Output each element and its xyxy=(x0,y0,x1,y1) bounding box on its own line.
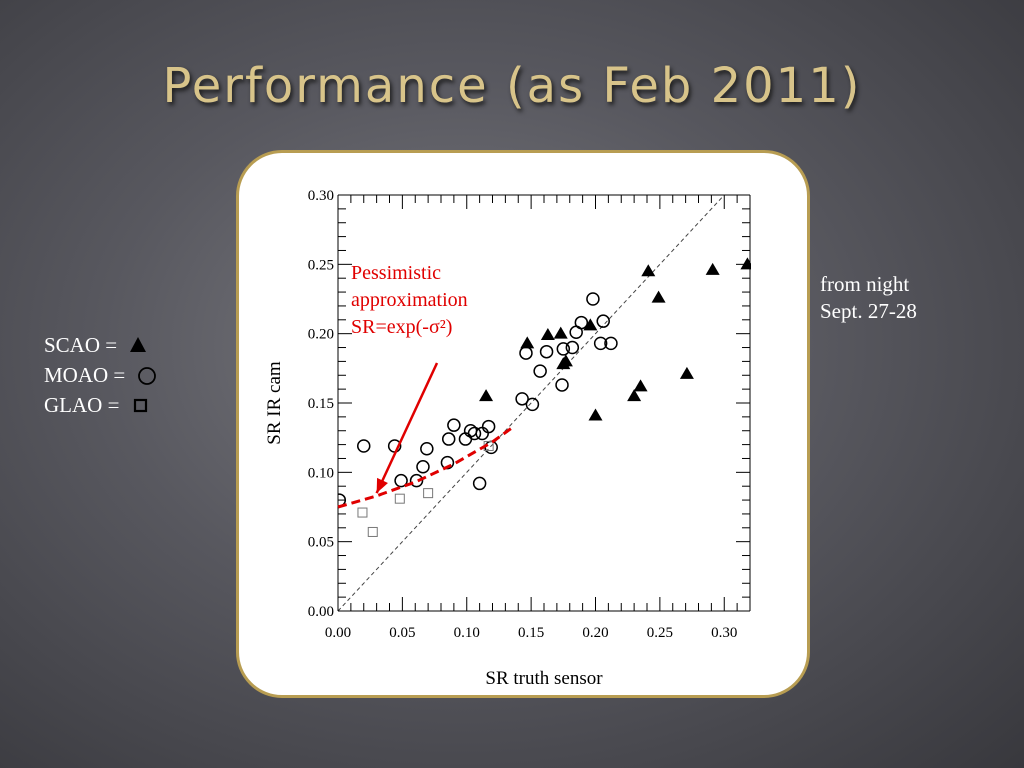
x-tick-label: 0.20 xyxy=(582,625,608,641)
legend-scao-label: SCAO = xyxy=(44,333,123,357)
legend-scao: SCAO = xyxy=(44,330,157,360)
annotation-arrow-shaft xyxy=(375,362,439,494)
points-layer xyxy=(338,257,751,537)
chart-panel: 0.00 0.05 0.10 0.15 0.20 0.25 0.30 0.00 0.05 0.10… xyxy=(236,150,810,698)
y-tick-label: 0.15 xyxy=(308,396,334,412)
observation-note-line2: Sept. 27-28 xyxy=(820,299,917,323)
scao-point xyxy=(583,318,598,331)
moao-point xyxy=(357,439,371,453)
glao-point xyxy=(423,488,434,499)
moao-point xyxy=(593,336,608,351)
moao-point xyxy=(467,426,482,441)
moao-point xyxy=(519,346,533,360)
scatter-chart: 0.00 0.05 0.10 0.15 0.20 0.25 0.30 0.00 0.05 0.10… xyxy=(264,188,751,689)
square-marker-icon xyxy=(133,398,147,413)
moao-point xyxy=(484,440,498,455)
moao-point xyxy=(447,418,461,432)
circle-marker-icon xyxy=(137,367,156,385)
axes-layer: 0.00 0.05 0.10 0.15 0.20 0.25 0.30 0.00 0.05 0.10… xyxy=(264,188,751,689)
scao-point xyxy=(553,326,568,339)
scao-point xyxy=(558,354,573,367)
moao-point xyxy=(565,340,580,355)
moao-point xyxy=(539,344,554,359)
y-tick-label: 0.05 xyxy=(308,535,334,551)
scao-point xyxy=(651,290,666,303)
triangle-marker-icon xyxy=(130,337,147,352)
moao-point xyxy=(555,378,569,392)
moao-point xyxy=(596,314,610,328)
scao-point xyxy=(633,379,648,392)
scao-point xyxy=(520,336,535,349)
annotation-text-line: SR=exp(-σ²) xyxy=(351,316,452,338)
legend-moao-label: MOAO = xyxy=(44,363,131,387)
scao-point xyxy=(679,366,694,379)
x-tick-label: 0.05 xyxy=(389,625,415,641)
legend-glao-label: GLAO = xyxy=(44,393,125,417)
y-tick-label: 0.00 xyxy=(308,604,334,620)
annotation-arrow-head xyxy=(376,477,388,494)
y-tick-label: 0.30 xyxy=(308,188,334,204)
annotation-text-line: Pessimistic xyxy=(351,262,441,284)
marker-legend: SCAO = MOAO = GLAO = xyxy=(44,330,157,420)
legend-moao: MOAO = xyxy=(44,360,157,390)
scao-point xyxy=(641,264,656,277)
moao-point xyxy=(441,432,456,446)
scao-point xyxy=(479,389,494,402)
annotation-text-line: approximation xyxy=(351,289,468,311)
x-tick-label: 0.30 xyxy=(711,625,737,641)
scao-point xyxy=(588,408,603,421)
annotation-layer: Pessimistic approximation SR=exp(-σ²) xyxy=(337,262,513,509)
y-tick-label: 0.25 xyxy=(308,257,334,273)
moao-point xyxy=(515,392,529,406)
moao-point xyxy=(556,342,571,356)
legend-glao: GLAO = xyxy=(44,390,157,420)
moao-point xyxy=(604,336,618,351)
moao-point xyxy=(586,292,600,306)
x-tick-label: 0.10 xyxy=(454,625,480,641)
y-tick-label: 0.10 xyxy=(308,465,334,481)
reference-line-y-equals-x xyxy=(337,194,725,612)
moao-point xyxy=(533,364,547,378)
moao-point xyxy=(574,315,589,330)
observation-note: from night Sept. 27-28 xyxy=(820,271,917,325)
moao-point xyxy=(525,397,540,412)
moao-point xyxy=(420,442,434,456)
scao-point xyxy=(627,389,642,402)
glao-point xyxy=(357,507,368,518)
x-tick-label: 0.25 xyxy=(647,625,673,641)
slide-title: Performance (as Feb 2011) xyxy=(162,58,862,114)
observation-note-line1: from night xyxy=(820,272,910,296)
moao-point xyxy=(409,473,424,488)
y-tick-label: 0.20 xyxy=(308,327,334,343)
x-tick-label: 0.00 xyxy=(325,625,351,641)
moao-point xyxy=(475,426,489,441)
x-tick-label: 0.15 xyxy=(518,625,544,641)
scao-point xyxy=(540,328,555,341)
moao-point xyxy=(481,419,496,434)
moao-point xyxy=(394,473,408,488)
glao-point xyxy=(367,526,378,537)
approximation-curve xyxy=(337,426,513,509)
moao-point xyxy=(472,476,487,491)
scao-point xyxy=(740,257,751,270)
x-axis-label: SR truth sensor xyxy=(485,668,603,689)
glao-point xyxy=(394,493,405,504)
moao-point xyxy=(416,460,430,474)
scao-point xyxy=(705,262,720,275)
y-axis-label: SR IR cam xyxy=(264,361,285,445)
